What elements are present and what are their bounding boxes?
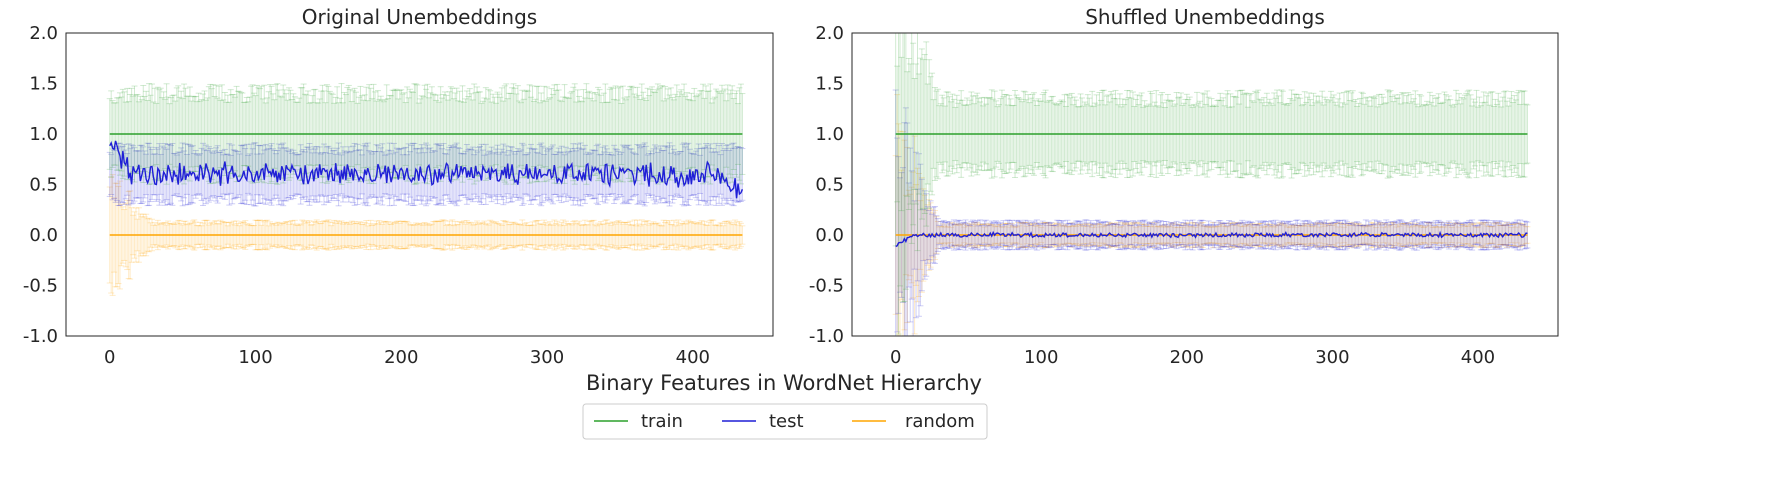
x-tick-label: 100 [238,347,272,368]
errorbars-test [106,142,746,207]
chart-title: Original Unembeddings [302,5,537,29]
x-tick-label: 200 [384,347,418,368]
x-tick-label: 300 [530,347,564,368]
axes-frame [65,32,774,337]
x-tick-label: 0 [104,347,115,368]
y-tick-label: -0.5 [23,276,58,297]
plot-area [892,33,1531,336]
y-tick-label: -1.0 [23,326,58,347]
series-line-test [109,140,744,199]
x-tick-label: 400 [676,347,710,368]
y-tick-label: 0.5 [29,175,58,196]
y-tick-label: 2.0 [29,23,58,44]
plot-area [106,83,746,296]
panel-original-unembeddings: Original Unembeddings 0 100 200 300 400 -1.0 -0… [23,5,774,368]
y-tick-label: 0.0 [29,225,58,246]
y-tick-label: 1.5 [29,74,58,95]
y-tick-label: 1.0 [29,124,58,145]
